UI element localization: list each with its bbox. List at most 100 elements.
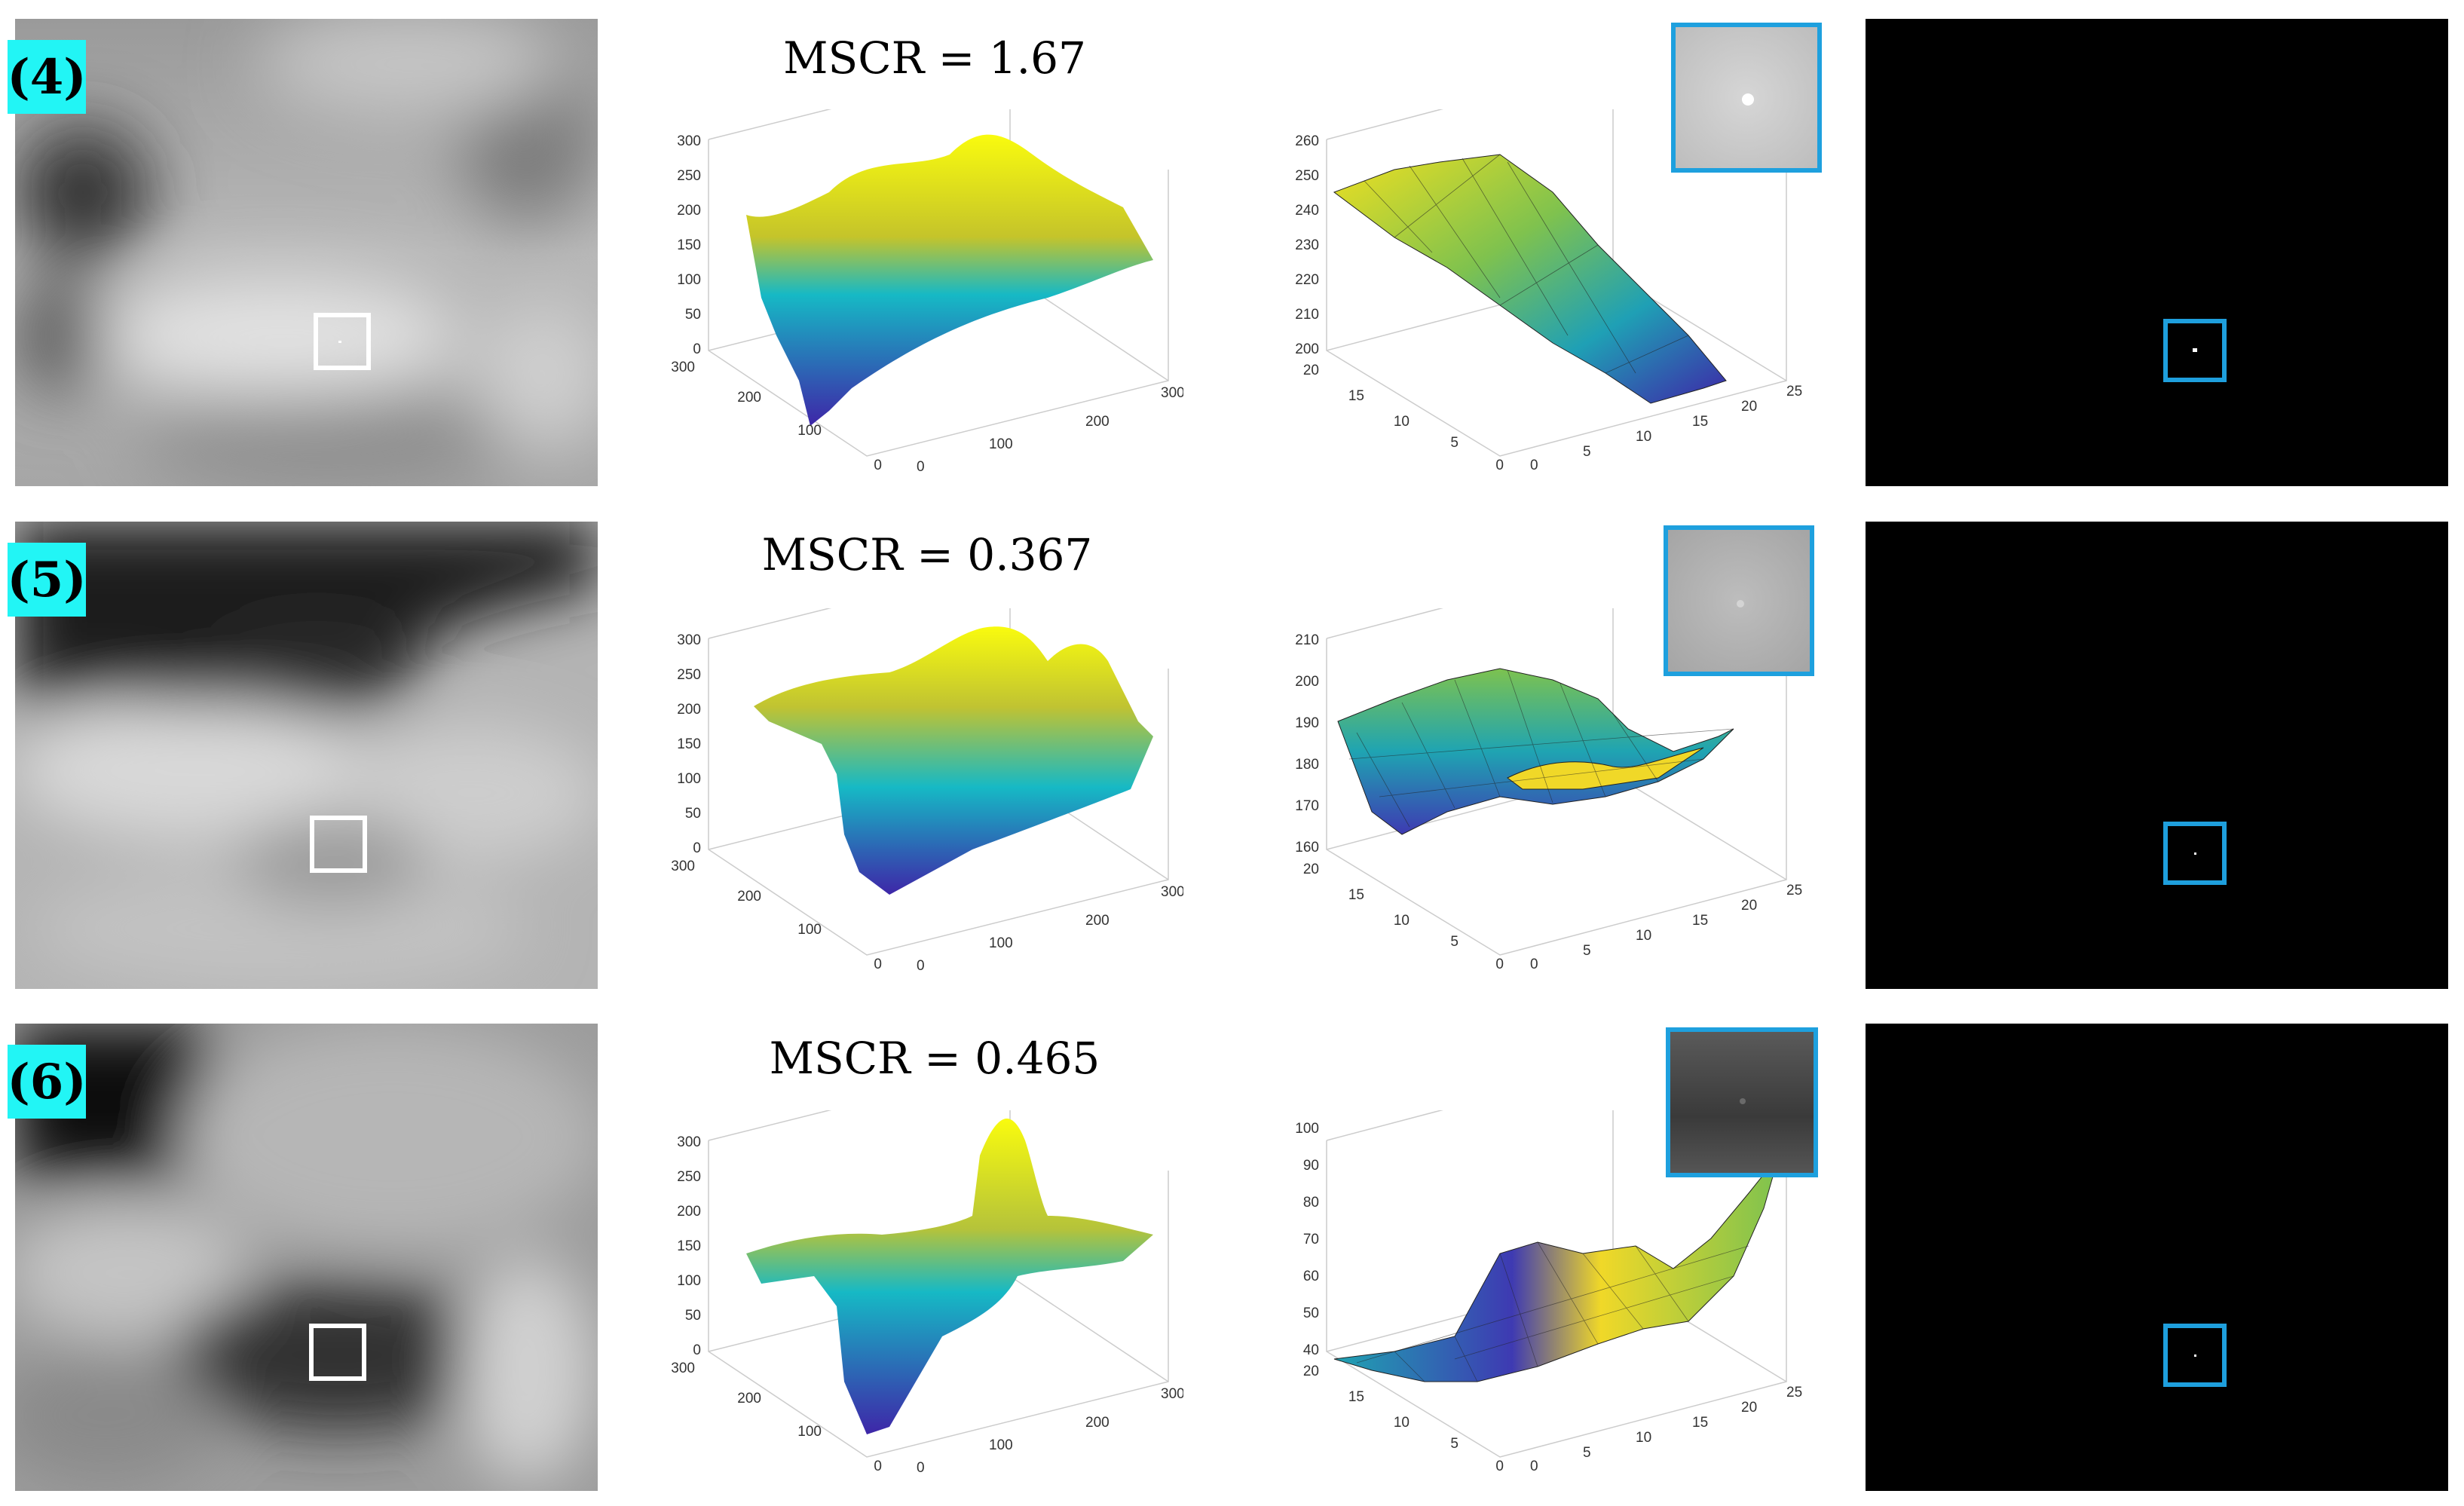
svg-text:0: 0 [1495,957,1504,972]
svg-text:15: 15 [1692,414,1708,430]
z-tick-labels: 300 250 200 150 100 50 0 [677,133,701,357]
svg-text:300: 300 [677,632,701,648]
svg-text:10: 10 [1394,913,1410,929]
svg-text:20: 20 [1303,1364,1319,1379]
mscr-value: MSCR = 1.67 [783,32,1086,84]
svg-text:150: 150 [677,237,701,253]
svg-text:300: 300 [671,859,695,874]
svg-text:300: 300 [677,1134,701,1150]
svg-text:200: 200 [1085,913,1110,929]
svg-text:0: 0 [917,1460,925,1476]
svg-text:50: 50 [685,806,701,822]
surface-mesh [746,1119,1153,1434]
svg-text:300: 300 [1161,884,1183,900]
y-tick-labels: 300 200 100 0 [671,360,882,473]
target-box [310,816,367,873]
svg-text:20: 20 [1303,363,1319,378]
svg-text:200: 200 [1085,1415,1110,1431]
surface-plot-zoom: 260 250 240 230 220 210 200 20 15 10 5 0… [1281,63,1824,489]
svg-text:0: 0 [874,957,882,972]
svg-text:170: 170 [1295,798,1319,814]
svg-text:100: 100 [797,423,822,439]
svg-text:200: 200 [737,889,761,905]
svg-text:100: 100 [989,935,1013,951]
svg-text:0: 0 [1530,1459,1538,1474]
svg-text:220: 220 [1295,272,1319,288]
x-tick-labels: 0 5 10 15 20 25 [1530,384,1802,473]
svg-text:10: 10 [1636,429,1651,445]
svg-text:20: 20 [1741,898,1757,914]
svg-text:0: 0 [917,958,925,974]
svg-text:5: 5 [1583,943,1591,959]
surface-grid [1348,669,1734,828]
svg-text:60: 60 [1303,1269,1319,1284]
detection-result [1866,1024,2448,1491]
svg-text:250: 250 [677,168,701,184]
x-tick-labels: 0 100 200 300 [917,1386,1185,1476]
svg-text:200: 200 [677,1204,701,1220]
svg-text:5: 5 [1450,1436,1459,1452]
detection-box [2163,319,2227,382]
svg-text:150: 150 [677,1238,701,1254]
svg-text:300: 300 [671,360,695,375]
x-tick-labels: 0 5 10 15 20 25 [1530,883,1802,972]
svg-text:10: 10 [1636,928,1651,944]
target-box [314,313,371,370]
cloud-image [15,1024,598,1491]
svg-text:250: 250 [677,1169,701,1185]
svg-text:80: 80 [1303,1195,1319,1211]
detection-box [2163,1324,2227,1387]
svg-text:15: 15 [1348,887,1364,903]
svg-text:15: 15 [1692,1415,1708,1431]
detection-result [1866,522,2448,989]
target-zoom-inset [1664,525,1814,676]
svg-text:20: 20 [1303,862,1319,877]
svg-text:250: 250 [1295,168,1319,184]
z-tick-labels: 300 250 200 150 100 50 0 [677,632,701,856]
svg-text:90: 90 [1303,1158,1319,1174]
svg-text:15: 15 [1348,388,1364,404]
cloud-image [15,19,598,486]
row-6: (6) MSCR = 0.465 300 250 200 150 [0,1024,2464,1491]
svg-text:240: 240 [1295,203,1319,219]
svg-text:0: 0 [1530,957,1538,972]
svg-text:5: 5 [1583,444,1591,460]
mscr-value: MSCR = 0.367 [761,529,1093,580]
surface-mesh [746,134,1153,426]
svg-text:50: 50 [685,1308,701,1324]
x-tick-labels: 0 100 200 300 [917,385,1185,475]
svg-text:20: 20 [1741,399,1757,415]
row-label-badge: (6) [7,1045,87,1119]
svg-text:10: 10 [1394,414,1410,430]
svg-text:5: 5 [1583,1445,1591,1461]
svg-text:15: 15 [1348,1389,1364,1405]
svg-text:100: 100 [797,922,822,938]
svg-text:5: 5 [1450,934,1459,950]
svg-text:0: 0 [917,459,925,475]
svg-text:200: 200 [677,702,701,718]
target-zoom-inset [1671,23,1822,173]
svg-text:100: 100 [797,1424,822,1440]
svg-text:100: 100 [677,272,701,288]
svg-text:300: 300 [1161,1386,1183,1402]
surface-mesh [1333,1155,1780,1382]
svg-text:10: 10 [1394,1415,1410,1431]
detection-box [2163,822,2227,885]
svg-text:100: 100 [677,771,701,787]
svg-text:5: 5 [1450,435,1459,451]
svg-text:300: 300 [1161,385,1183,401]
svg-text:40: 40 [1303,1342,1319,1358]
surface-mesh [754,626,1153,895]
x-tick-labels: 0 100 200 300 [917,884,1185,974]
surface-plot-full: 300 250 200 150 100 50 0 300 200 100 0 0… [641,1064,1185,1490]
mscr-value: MSCR = 0.465 [769,1033,1100,1084]
svg-text:0: 0 [693,1342,701,1358]
y-tick-labels: 300 200 100 0 [671,859,882,972]
svg-text:200: 200 [1085,414,1110,430]
svg-text:210: 210 [1295,307,1319,323]
y-tick-labels: 20 15 10 5 0 [1303,862,1504,972]
target-dot [338,341,341,343]
svg-text:10: 10 [1636,1430,1651,1446]
svg-text:100: 100 [1295,1121,1319,1137]
z-tick-labels: 300 250 200 150 100 50 0 [677,1134,701,1358]
